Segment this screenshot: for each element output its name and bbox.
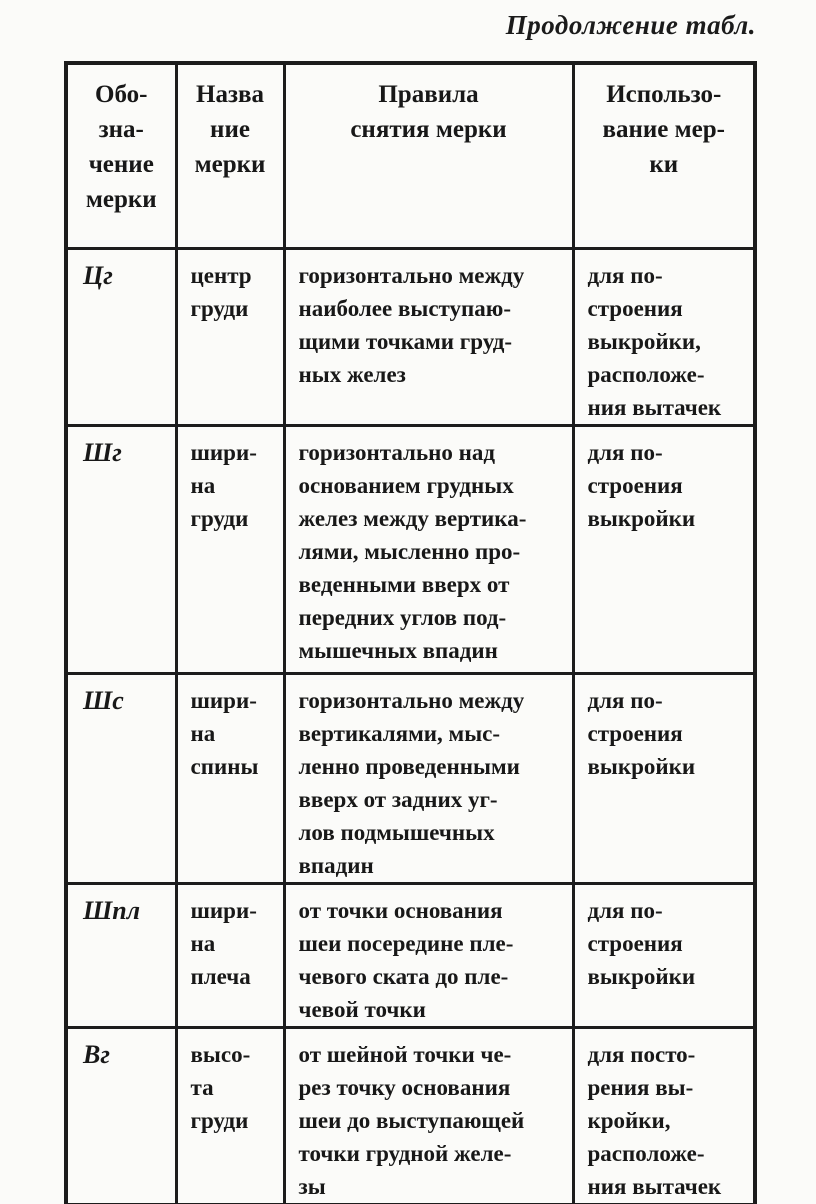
cell-measure-name: центр груди (174, 246, 286, 427)
header-row: Обо- зна- чение мерки Назва ние мерки Пр… (64, 61, 757, 250)
cell-rules: горизонтально между вертикалями, мыс- ле… (282, 671, 575, 885)
cell-designation: Вг (64, 1025, 178, 1204)
cell-usage: для по- строения выкройки (571, 671, 757, 885)
cell-usage: для по- строения выкройки, расположе- ни… (571, 246, 757, 427)
cell-designation: Шпл (64, 881, 178, 1029)
cell-usage: для по- строения выкройки (571, 881, 757, 1029)
cell-usage: для посто- рения вы- кройки, расположе- … (571, 1025, 757, 1204)
cell-designation: Цг (64, 246, 178, 427)
table-row-cg: Цг центр груди горизонтально между наибо… (64, 246, 757, 427)
cell-rules: горизонтально над основанием грудных жел… (282, 423, 575, 675)
table-row-vg: Вг высо- та груди от шейной точки че- ре… (64, 1025, 757, 1204)
cell-rules: горизонтально между наиболее выступаю- щ… (282, 246, 575, 427)
cell-designation: Шс (64, 671, 178, 885)
column-header-rules: Правила снятия мерки (282, 61, 575, 250)
cell-measure-name: шири- на спины (174, 671, 286, 885)
cell-designation: Шг (64, 423, 178, 675)
column-header-usage: Использо- вание мер- ки (571, 61, 757, 250)
table-continuation-caption: Продолжение табл. (505, 10, 756, 40)
table-row-shg: Шг шири- на груди горизонтально над осно… (64, 423, 757, 675)
cell-measure-name: высо- та груди (174, 1025, 286, 1204)
column-header-name: Назва ние мерки (174, 61, 286, 250)
cell-rules: от шейной точки че- рез точку основания … (282, 1025, 575, 1204)
measurements-table: Обо- зна- чение мерки Назва ние мерки Пр… (64, 61, 757, 1204)
cell-measure-name: шири- на плеча (174, 881, 286, 1029)
cell-rules: от точки основания шеи посередине пле- ч… (282, 881, 575, 1029)
table-row-shs: Шс шири- на спины горизонтально между ве… (64, 671, 757, 885)
table-row-shpl: Шпл шири- на плеча от точки основания ше… (64, 881, 757, 1029)
cell-measure-name: шири- на груди (174, 423, 286, 675)
cell-usage: для по- строения выкройки (571, 423, 757, 675)
column-header-designation: Обо- зна- чение мерки (64, 61, 178, 250)
